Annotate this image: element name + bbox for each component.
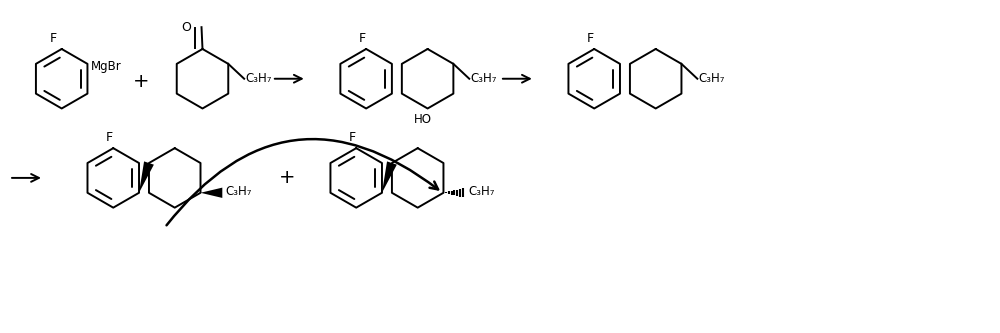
Text: C₃H₇: C₃H₇: [470, 72, 497, 85]
Polygon shape: [139, 162, 154, 193]
Text: C₃H₇: C₃H₇: [468, 185, 495, 198]
Text: +: +: [279, 168, 295, 187]
Polygon shape: [201, 187, 222, 198]
Text: HO: HO: [414, 114, 432, 127]
Text: MgBr: MgBr: [90, 60, 121, 73]
Text: O: O: [182, 21, 192, 34]
Text: F: F: [349, 131, 356, 144]
Text: F: F: [587, 32, 594, 45]
Polygon shape: [382, 162, 397, 193]
Text: +: +: [133, 72, 149, 91]
Text: C₃H₇: C₃H₇: [698, 72, 725, 85]
Text: F: F: [50, 32, 57, 45]
Text: F: F: [359, 32, 366, 45]
Text: C₃H₇: C₃H₇: [245, 72, 272, 85]
Text: F: F: [106, 131, 113, 144]
Text: C₃H₇: C₃H₇: [225, 185, 252, 198]
